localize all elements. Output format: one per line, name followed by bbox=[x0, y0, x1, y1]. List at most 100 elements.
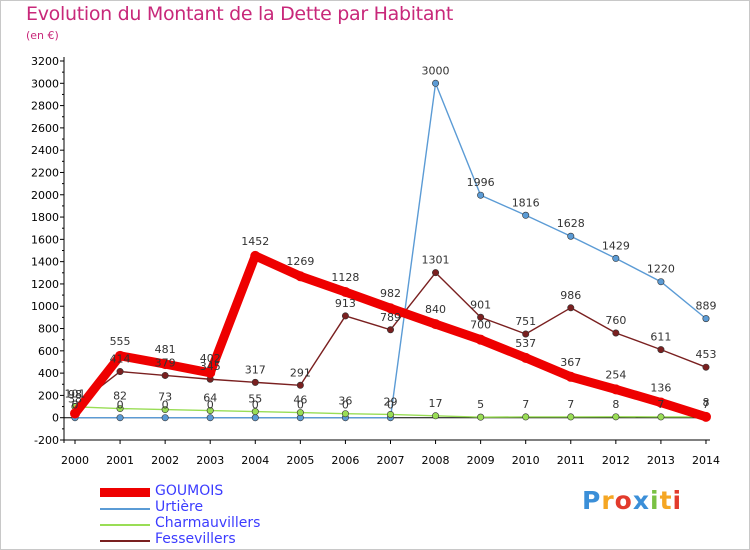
data-point-goumois bbox=[610, 384, 621, 395]
data-label-urti-re: 1996 bbox=[467, 176, 495, 189]
data-point-fessevillers bbox=[341, 312, 349, 320]
data-point-goumois bbox=[70, 408, 80, 419]
data-label-fessevillers: 1301 bbox=[422, 254, 450, 267]
logo-letter: x bbox=[632, 486, 650, 515]
logo-letter: i bbox=[672, 486, 683, 515]
data-point-urti-re bbox=[477, 191, 485, 199]
data-label-urti-re: 0 bbox=[252, 399, 259, 412]
data-point-urti-re bbox=[612, 254, 620, 262]
data-point-urti-re bbox=[161, 414, 169, 422]
data-point-urti-re bbox=[522, 211, 530, 219]
y-tick-label: 3200 bbox=[31, 55, 59, 68]
data-label-goumois: 254 bbox=[605, 368, 626, 381]
data-label-goumois: 1128 bbox=[331, 271, 359, 284]
y-tick-label: 2000 bbox=[31, 189, 59, 202]
x-tick-label: 2005 bbox=[286, 454, 314, 467]
data-point-fessevillers bbox=[567, 304, 575, 312]
data-label-goumois: 367 bbox=[560, 356, 581, 369]
x-tick-label: 2004 bbox=[241, 454, 269, 467]
data-label-charmauvillers: 98 bbox=[68, 388, 82, 401]
x-tick-label: 2003 bbox=[196, 454, 224, 467]
data-label-urti-re: 889 bbox=[695, 300, 716, 313]
data-point-charmauvillers bbox=[432, 412, 440, 420]
legend-label: Urtière bbox=[155, 499, 204, 515]
data-point-goumois bbox=[475, 334, 486, 345]
y-tick-label: 2200 bbox=[31, 166, 59, 179]
data-point-charmauvillers bbox=[251, 408, 259, 416]
logo-letter: P bbox=[582, 486, 602, 515]
legend-swatch bbox=[100, 488, 150, 497]
data-label-fessevillers: 101 bbox=[65, 387, 86, 400]
data-point-fessevillers bbox=[657, 346, 665, 354]
data-point-goumois bbox=[250, 250, 261, 261]
data-label-fessevillers: 414 bbox=[110, 353, 131, 366]
logo-letter: i bbox=[650, 486, 660, 515]
legend-swatch bbox=[100, 524, 150, 526]
data-point-charmauvillers bbox=[206, 407, 214, 415]
legend-label: GOUMOIS bbox=[155, 483, 224, 499]
data-point-fessevillers bbox=[161, 371, 169, 379]
y-tick-label: 2600 bbox=[31, 122, 59, 135]
data-label-charmauvillers: 7 bbox=[522, 398, 529, 411]
data-label-fessevillers: 345 bbox=[200, 360, 221, 373]
data-label-fessevillers: 751 bbox=[515, 315, 536, 328]
data-label-urti-re: 1429 bbox=[602, 239, 630, 252]
legend-swatch bbox=[100, 508, 150, 510]
data-label-urti-re: 0 bbox=[117, 399, 124, 412]
data-label-urti-re: 0 bbox=[72, 399, 79, 412]
data-label-charmauvillers: 17 bbox=[429, 397, 443, 410]
data-label-charmauvillers: 29 bbox=[383, 395, 397, 408]
data-label-goumois: 481 bbox=[155, 343, 176, 356]
data-point-fessevillers bbox=[477, 313, 485, 321]
data-point-fessevillers bbox=[251, 378, 259, 386]
data-label-fessevillers: 379 bbox=[155, 356, 176, 369]
data-label-fessevillers: 291 bbox=[290, 366, 311, 379]
data-label-charmauvillers: 7 bbox=[567, 398, 574, 411]
data-point-goumois bbox=[160, 359, 171, 370]
y-tick-label: -200 bbox=[34, 434, 59, 447]
y-tick-label: 3000 bbox=[31, 77, 59, 90]
data-label-goumois: 840 bbox=[425, 303, 446, 316]
data-point-charmauvillers bbox=[477, 413, 485, 421]
data-label-urti-re: 0 bbox=[162, 399, 169, 412]
data-label-charmauvillers: 46 bbox=[293, 394, 307, 407]
x-tick-label: 2014 bbox=[692, 454, 720, 467]
y-tick-label: 800 bbox=[38, 323, 59, 336]
data-label-goumois: 982 bbox=[380, 287, 401, 300]
x-tick-label: 2013 bbox=[647, 454, 675, 467]
x-tick-label: 2008 bbox=[422, 454, 450, 467]
data-point-goumois bbox=[340, 286, 351, 297]
data-label-goumois: 136 bbox=[650, 382, 671, 395]
proxiti-logo: Proxiti bbox=[582, 486, 682, 515]
data-label-goumois: 1269 bbox=[286, 255, 314, 268]
data-point-goumois bbox=[655, 397, 666, 408]
data-point-charmauvillers bbox=[386, 410, 394, 418]
data-point-goumois bbox=[430, 319, 441, 330]
data-label-fessevillers: 317 bbox=[245, 363, 266, 376]
legend-label: Charmauvillers bbox=[155, 515, 261, 531]
y-tick-label: 0 bbox=[52, 412, 59, 425]
y-tick-label: 1000 bbox=[31, 300, 59, 313]
data-point-urti-re bbox=[206, 414, 214, 422]
x-tick-label: 2012 bbox=[602, 454, 630, 467]
data-label-goumois: 537 bbox=[515, 337, 536, 350]
data-point-goumois bbox=[565, 371, 576, 382]
y-tick-label: 400 bbox=[38, 367, 59, 380]
data-point-goumois bbox=[295, 271, 306, 282]
data-point-goumois bbox=[385, 303, 396, 314]
data-point-fessevillers bbox=[702, 363, 710, 371]
data-label-urti-re: 3000 bbox=[422, 64, 450, 77]
data-label-charmauvillers: 64 bbox=[203, 392, 217, 405]
data-point-goumois bbox=[115, 350, 126, 361]
x-tick-label: 2002 bbox=[151, 454, 179, 467]
data-label-charmauvillers: 55 bbox=[248, 393, 262, 406]
data-point-urti-re bbox=[116, 414, 124, 422]
y-tick-label: 2400 bbox=[31, 144, 59, 157]
data-point-fessevillers bbox=[296, 381, 304, 389]
legend-label: Fessevillers bbox=[155, 531, 236, 547]
data-point-charmauvillers bbox=[567, 413, 575, 421]
data-point-charmauvillers bbox=[161, 406, 169, 414]
data-point-fessevillers bbox=[522, 330, 530, 338]
data-point-charmauvillers bbox=[296, 409, 304, 417]
data-label-charmauvillers: 5 bbox=[477, 398, 484, 411]
